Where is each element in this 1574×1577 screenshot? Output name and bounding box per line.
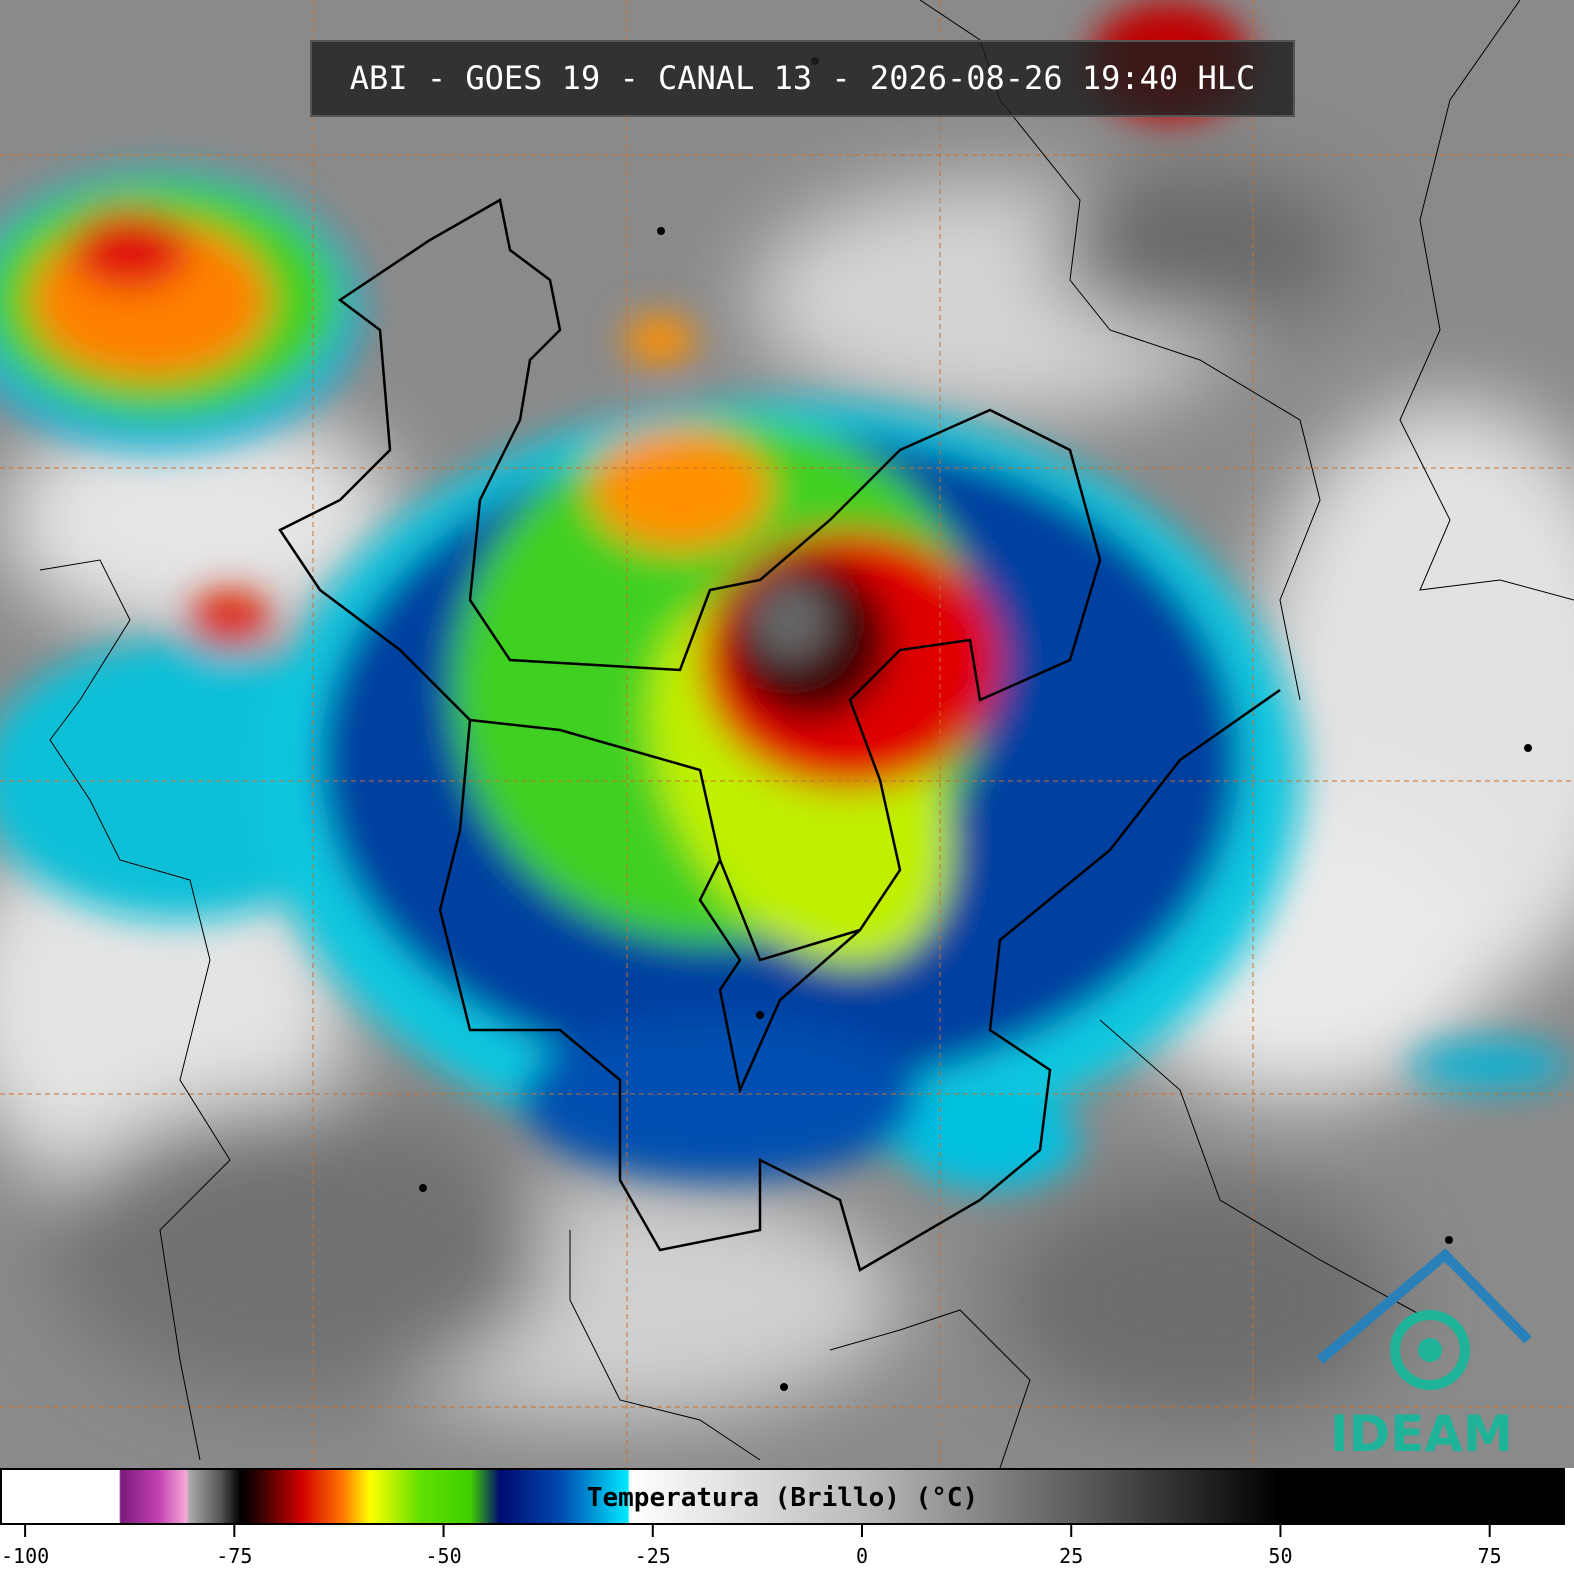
satellite-map — [0, 0, 1574, 1468]
tick-label: -75 — [216, 1544, 252, 1568]
tick-label: 25 — [1059, 1544, 1083, 1568]
logo-text: IDEAM — [1330, 1405, 1513, 1463]
tick-label: 50 — [1268, 1544, 1292, 1568]
tick-label: -100 — [1, 1544, 49, 1568]
tick-label: 0 — [856, 1544, 868, 1568]
colorbar — [0, 1468, 1565, 1525]
title: ABI - GOES 19 - CANAL 13 - 2026-08-26 19… — [349, 59, 1256, 97]
tick-label: -25 — [635, 1544, 671, 1568]
tick-label: -50 — [425, 1544, 461, 1568]
colorbar-axis: -100 -75 -50 -25 0 25 50 75 — [1, 1525, 1502, 1568]
tick-label: 75 — [1478, 1544, 1502, 1568]
colorbar-label: Temperatura (Brillo) (°C) — [586, 1483, 979, 1513]
title-box: ABI - GOES 19 - CANAL 13 - 2026-08-26 19… — [310, 40, 1295, 117]
